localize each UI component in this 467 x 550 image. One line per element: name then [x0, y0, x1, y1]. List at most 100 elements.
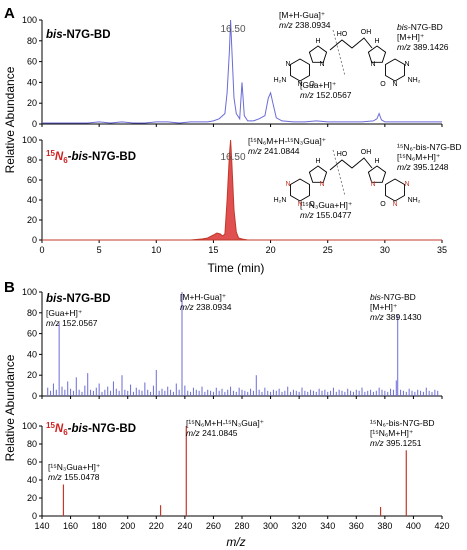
- purine-ring: [385, 178, 405, 202]
- panel-a-top-peak-label: 16.50: [220, 24, 245, 35]
- y-tick-label: 40: [27, 195, 37, 205]
- panel-b-top-axes: 0 20 40 60 80 100: [22, 287, 443, 401]
- ann-b-top-name: bis-N7G-BD: [370, 292, 416, 302]
- atom-label: H: [374, 158, 379, 165]
- atom-label: N: [392, 201, 397, 208]
- atom-label: HO: [337, 151, 348, 158]
- y-tick-label: 100: [22, 421, 37, 431]
- ann-a-top-mh-mz: m/z 389.1426: [397, 42, 449, 52]
- x-tick-label: 35: [437, 245, 447, 255]
- atom-label: N: [404, 181, 409, 188]
- ann-b-bot-guah-mz: m/z 155.0478: [48, 472, 100, 482]
- y-tick-label: 20: [27, 370, 37, 380]
- x-tick-label: 380: [377, 521, 392, 531]
- chromatogram-area: [42, 139, 442, 241]
- x-tick-label: 30: [380, 245, 390, 255]
- atom-label: O: [380, 201, 386, 208]
- x-tick-label: 20: [266, 245, 276, 255]
- x-tick-label: 320: [292, 521, 307, 531]
- atom-label: N: [297, 81, 302, 88]
- y-tick-label: 0: [32, 119, 37, 129]
- ann-b-bot-mh-mz: m/z 395.1251: [370, 438, 422, 448]
- imidazole-ring: [367, 165, 387, 183]
- atom-label: H₂N: [274, 77, 287, 84]
- ann-b-bot-mhgua-mz: m/z 241.0845: [186, 428, 238, 438]
- x-tick-label: 5: [97, 245, 102, 255]
- panel-b-top-title: bis-N7G-BD: [46, 293, 111, 305]
- ann-a-top-guah: [Gua+H]⁺: [300, 80, 337, 90]
- ann-a-bot-name: ¹⁵N₆-bis-N7G-BD: [397, 142, 462, 152]
- purine-ring: [290, 178, 310, 202]
- atom-label: H₂N: [274, 197, 287, 204]
- y-tick-label: 20: [27, 215, 37, 225]
- ann-a-bot-mhgua-mz: m/z 241.0844: [248, 146, 300, 156]
- y-tick-label: 20: [27, 493, 37, 503]
- imidazole-ring: [367, 45, 387, 63]
- atom-label: NH₂: [408, 77, 421, 84]
- panel-b-bottom-axes: 0 20 40 60 80 100 140 160 180 200 220 240 260 280 300 3…: [22, 421, 450, 531]
- atom-label: H: [315, 158, 320, 165]
- atom-label: N: [285, 61, 290, 68]
- atom-label: O: [380, 81, 386, 88]
- panel-b-bottom-annotations: [¹⁵N₃Gua+H]⁺ m/z 155.0478 [¹⁵N₆M+H-¹⁵N₃G…: [48, 418, 435, 482]
- y-tick-label: 80: [27, 155, 37, 165]
- panel-b-ylabel: Relative Abundance: [3, 354, 17, 461]
- ann-b-top-mhgua: [M+H-Gua]⁺: [180, 292, 227, 302]
- x-tick-label: 300: [263, 521, 278, 531]
- x-tick-label: 220: [149, 521, 164, 531]
- atom-label: H: [315, 38, 320, 45]
- atom-label: N: [370, 181, 375, 188]
- purine-ring: [290, 58, 310, 82]
- panel-a-bottom-axes: 0 20 40 60 80 100 0 5 10 15 20 25 30 35: [22, 135, 447, 255]
- x-tick-label: 140: [34, 521, 49, 531]
- y-tick-label: 100: [22, 135, 37, 145]
- atom-label: NH₂: [408, 197, 421, 204]
- ann-b-top-guah-mz: m/z 152.0567: [46, 318, 98, 328]
- ann-b-top-mh-mz: m/z 389.1430: [370, 312, 422, 322]
- ann-b-bot-name: ¹⁵N₆-bis-N7G-BD: [370, 418, 435, 428]
- ann-a-bot-guah-mz: m/z 155.0477: [300, 210, 352, 220]
- y-tick-label: 0: [32, 391, 37, 401]
- imidazole-ring: [308, 45, 328, 63]
- x-tick-label: 260: [206, 521, 221, 531]
- ann-b-bot-mhgua: [¹⁵N₆M+H-¹⁵N₃Gua]⁺: [186, 418, 265, 428]
- y-tick-label: 80: [27, 36, 37, 46]
- y-tick-label: 40: [27, 77, 37, 87]
- panel-a-xlabel: Time (min): [208, 261, 265, 275]
- ann-a-top-mh: [M+H]⁺: [397, 32, 425, 42]
- panel-letter-b: B: [4, 279, 15, 296]
- y-tick-label: 100: [22, 15, 37, 25]
- panel-b-top-annotations: [Gua+H]⁺ m/z 152.0567 [M+H-Gua]⁺ m/z 238…: [46, 292, 422, 328]
- x-tick-label: 280: [234, 521, 249, 531]
- y-tick-label: 100: [22, 287, 37, 297]
- imidazole-ring: [308, 165, 328, 183]
- ann-a-bot-mh: [¹⁵N₆M+H]⁺: [397, 152, 441, 162]
- panel-a-bottom-title: 15N6-bis-N7G-BD: [46, 149, 136, 165]
- x-tick-label: 420: [434, 521, 449, 531]
- y-tick-label: 40: [27, 349, 37, 359]
- panel-a-top-title: bis-N7G-BD: [46, 29, 111, 41]
- ann-a-bot-mhgua: [¹⁵N₆M+H-¹⁵N₃Gua]⁺: [248, 136, 327, 146]
- y-tick-label: 80: [27, 439, 37, 449]
- atom-label: O: [309, 201, 315, 208]
- x-tick-label: 25: [323, 245, 333, 255]
- purine-ring: [385, 58, 405, 82]
- panel-b-bottom-title: 15N6-bis-N7G-BD: [46, 421, 136, 437]
- y-tick-label: 60: [27, 175, 37, 185]
- x-tick-label: 10: [151, 245, 161, 255]
- x-tick-label: 200: [120, 521, 135, 531]
- panel-a-bottom-peak-label: 16.50: [220, 152, 245, 163]
- panel-b-xlabel: m/z: [226, 535, 245, 549]
- x-tick-label: 0: [39, 245, 44, 255]
- atom-label: OH: [361, 149, 372, 156]
- ann-b-bot-mh: [¹⁵N₆M+H]⁺: [370, 428, 414, 438]
- ann-a-top-mhgua: [M+H-Gua]⁺: [279, 10, 326, 20]
- x-tick-label: 340: [320, 521, 335, 531]
- x-tick-label: 180: [92, 521, 107, 531]
- y-tick-label: 40: [27, 475, 37, 485]
- ann-a-top-name: bis-N7G-BD: [397, 22, 443, 32]
- y-tick-label: 60: [27, 57, 37, 67]
